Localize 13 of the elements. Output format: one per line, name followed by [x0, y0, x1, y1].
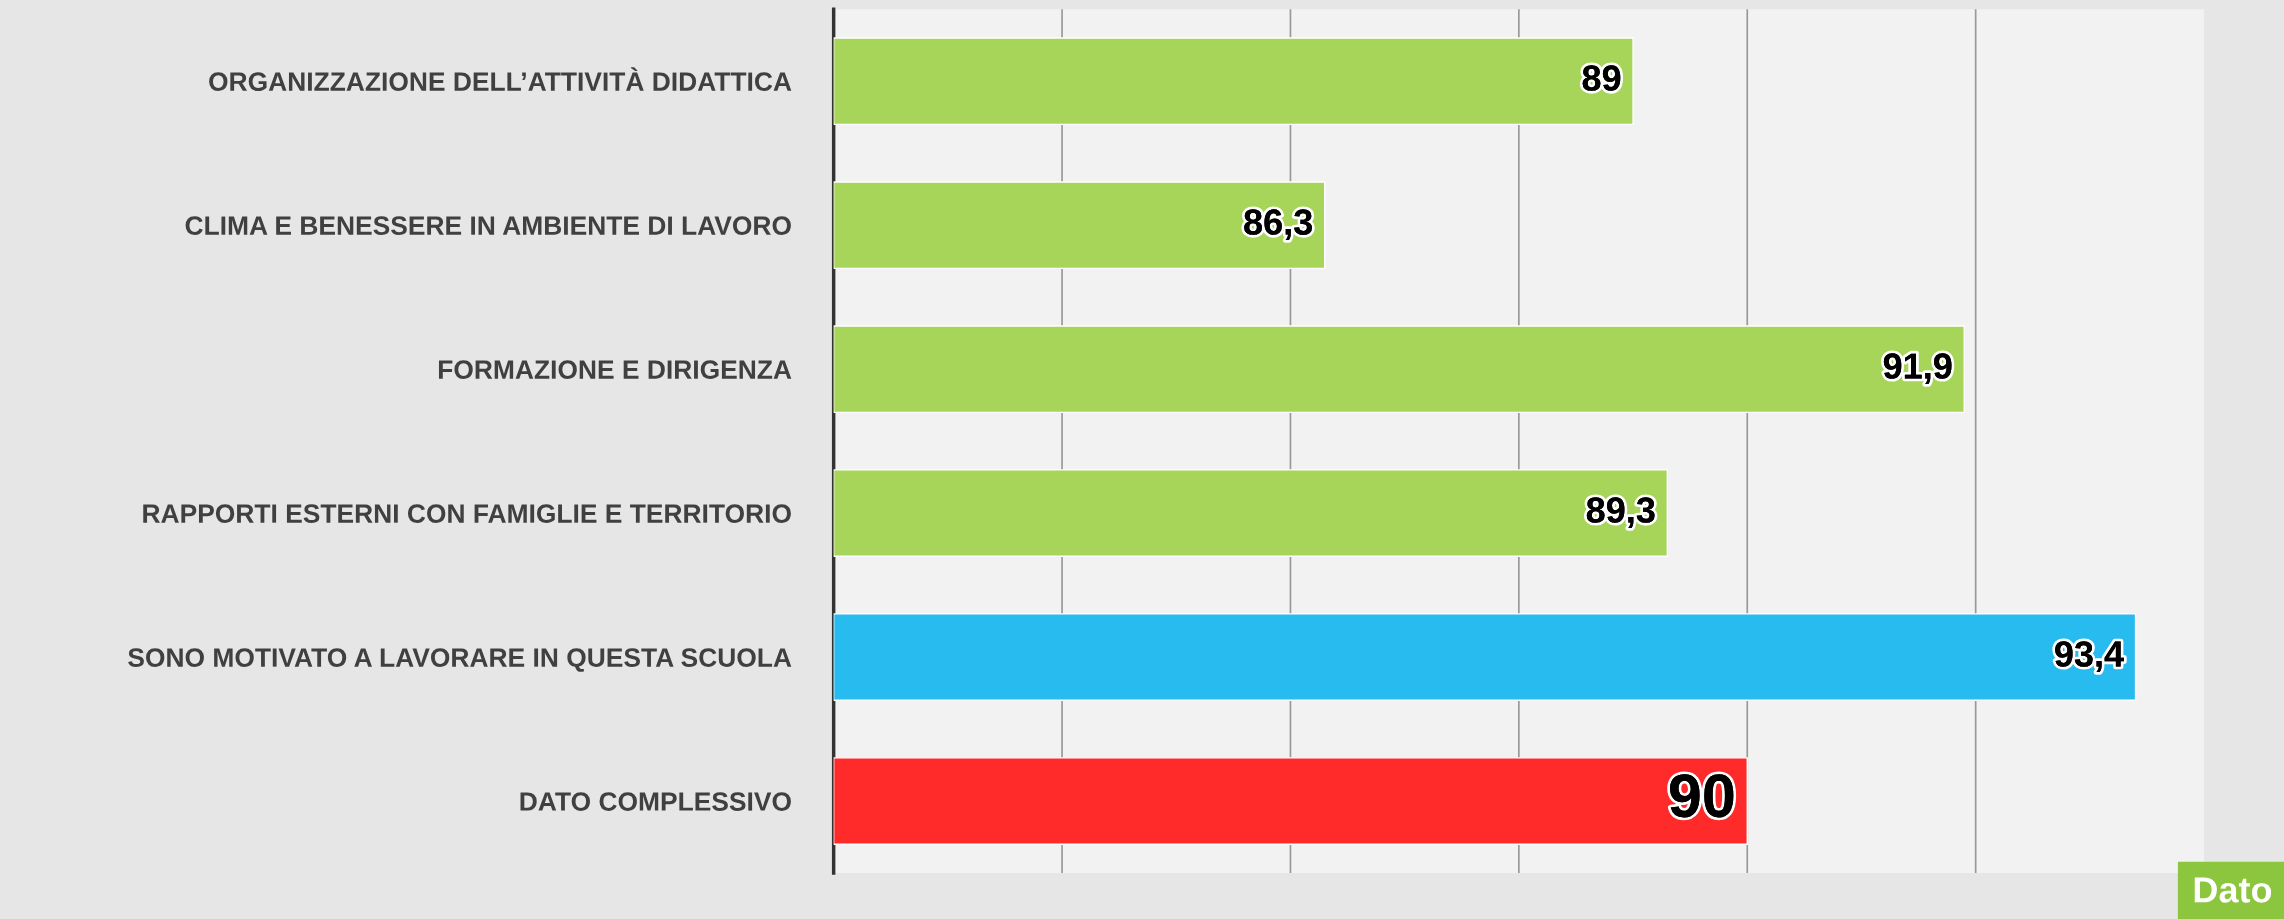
- y-tick-label: FORMAZIONE E DIRIGENZA: [438, 360, 792, 379]
- data-label: 90: [1669, 774, 1734, 818]
- data-label: 89: [1582, 65, 1621, 91]
- data-label: 86,3: [1244, 209, 1312, 241]
- text: Dato: [2194, 877, 2272, 903]
- data-label: 91,9: [1883, 353, 1952, 385]
- y-tick-label: DATO COMPLESSIVO: [520, 792, 791, 811]
- y-tick-label: SONO MOTIVATO A LAVORARE IN QUESTA SCUOLA: [128, 648, 792, 672]
- data-label: 89,3: [1586, 497, 1655, 529]
- data-label: 93,4: [2055, 641, 2124, 673]
- y-tick-label: RAPPORTI ESTERNI CON FAMIGLIE E TERRITORIO: [143, 504, 791, 523]
- y-tick-label: CLIMA E BENESSERE IN AMBIENTE DI LAVORO: [185, 216, 791, 235]
- y-tick-label: ORGANIZZAZIONE DELL’ATTIVITÀ DIDATTICA: [209, 67, 792, 91]
